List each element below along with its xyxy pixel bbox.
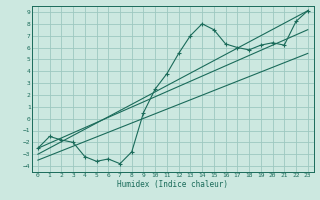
X-axis label: Humidex (Indice chaleur): Humidex (Indice chaleur) [117, 180, 228, 189]
